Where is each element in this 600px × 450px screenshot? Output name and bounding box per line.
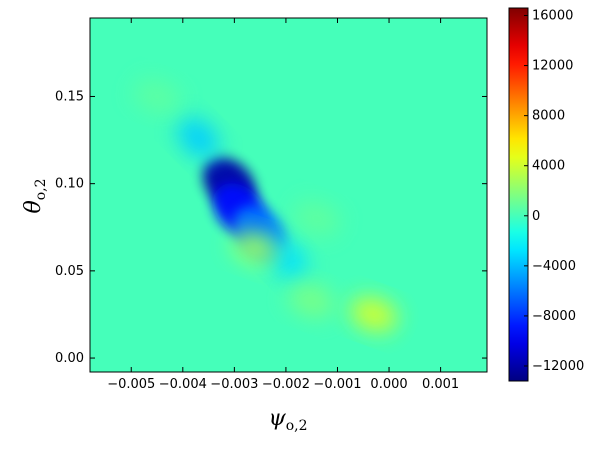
colorbar-gradient [508,7,529,382]
x-tick-label: 0.000 [370,377,407,392]
colorbar-tick-label: 4000 [532,159,565,174]
heatmap-peak [350,297,397,332]
colorbar-tick-label: −4000 [532,259,576,274]
x-tick-label: −0.002 [262,377,310,392]
y-axis-label: θo,2 [21,178,49,213]
colorbar: −12000 −8000 −4000 0 4000 8000 12000 16000 [508,7,584,382]
colorbar-ticks: −12000 −8000 −4000 0 4000 8000 12000 16000 [524,9,584,374]
heatmap-peak [133,79,181,114]
y-axis-label-sub: o,2 [33,178,49,200]
colorbar-tick-label: 12000 [532,59,573,74]
colorbar-tick-label: 8000 [532,109,565,124]
plot-frame [89,17,488,373]
colorbar-tick-label: −8000 [532,309,576,324]
heatmap-peak [288,283,335,318]
colorbar-tick-label: −12000 [532,359,584,374]
x-tick-label: −0.004 [159,377,207,392]
x-axis-label: ψo,2 [268,406,307,434]
heatmap-trough [177,117,219,159]
plot-area [89,17,488,373]
x-tick-label: −0.001 [313,377,361,392]
x-axis-label-sub: o,2 [286,418,308,434]
x-tick-label: −0.005 [107,377,155,392]
y-tick-label: 0.15 [55,89,84,104]
colorbar-tick-label: 16000 [532,9,573,24]
y-axis-ticks: 0.00 0.05 0.10 0.15 [55,89,487,366]
y-tick-label: 0.00 [55,351,84,366]
heatmap-features [133,79,397,332]
y-tick-label: 0.05 [55,264,84,279]
colorbar-tick-label: 0 [532,209,540,224]
heatmap-peak [293,201,341,236]
heatmap-background [90,18,487,372]
x-axis-ticks: −0.005 −0.004 −0.003 −0.002 −0.001 0.000 0.001 [107,18,459,392]
x-tick-label: 0.001 [422,377,459,392]
x-axis-label-main: ψ [268,406,286,431]
heatmap-peak [231,231,279,266]
x-tick-label: −0.003 [210,377,258,392]
y-axis-label-main: θ [21,200,46,213]
y-tick-label: 0.10 [55,177,84,192]
